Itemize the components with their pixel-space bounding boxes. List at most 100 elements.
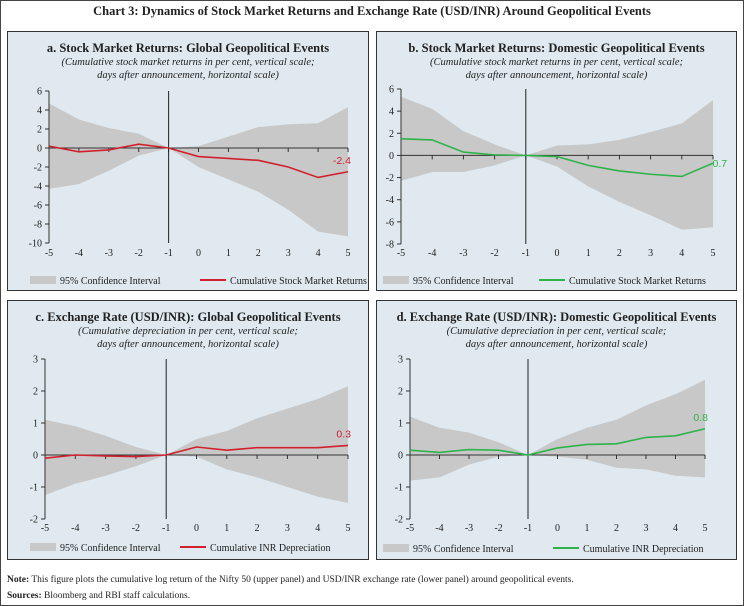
y-tick-label: -4 (386, 195, 394, 206)
x-tick-label: -2 (490, 248, 498, 259)
legend-label: 95% Confidence Interval (413, 276, 514, 287)
x-tick-label: 1 (585, 523, 590, 534)
y-tick-label: -6 (386, 217, 394, 228)
y-tick-label: -2 (395, 515, 403, 526)
x-tick-label: 4 (679, 248, 684, 259)
x-tick-label: -5 (406, 523, 414, 534)
confidence-band (401, 96, 713, 230)
y-tick-label: -2 (30, 515, 38, 526)
end-value-label: 0.3 (336, 428, 351, 440)
legend-band-swatch (30, 276, 56, 284)
legend-label: 95% Confidence Interval (60, 543, 161, 554)
x-tick-label: -1 (162, 523, 170, 534)
y-tick-label: -4 (34, 182, 42, 193)
x-tick-label: 5 (346, 523, 351, 534)
panel-title: d. Exchange Rate (USD/INR): Domestic Geo… (396, 310, 717, 324)
x-tick-label: 0 (194, 523, 199, 534)
x-tick-label: -4 (428, 248, 436, 259)
legend-label: 95% Confidence Interval (60, 276, 161, 287)
panel-subtitle: (Cumulative depreciation in per cent, ve… (446, 326, 667, 350)
x-tick-label: 1 (224, 523, 229, 534)
x-tick-label: 4 (316, 248, 321, 259)
y-tick-label: 2 (389, 129, 394, 140)
x-tick-label: 5 (703, 523, 708, 534)
legend-label: Cumulative Stock Market Returns (569, 276, 706, 287)
x-tick-label: -5 (397, 248, 405, 259)
x-tick-label: -3 (459, 248, 467, 259)
y-tick-label: -2 (386, 173, 394, 184)
x-tick-label: -5 (41, 523, 49, 534)
y-tick-label: 6 (37, 87, 42, 98)
x-tick-label: -1 (522, 248, 530, 259)
panel-subtitle: (Cumulative stock market returns in per … (430, 57, 683, 81)
y-tick-label: 4 (37, 106, 42, 117)
x-tick-label: 4 (315, 523, 320, 534)
x-tick-label: 3 (285, 523, 290, 534)
y-tick-label: 0 (398, 451, 403, 462)
y-tick-label: -1 (30, 483, 38, 494)
y-tick-label: 2 (33, 387, 38, 398)
end-value-label: -2.4 (333, 155, 351, 167)
y-tick-label: -1 (395, 483, 403, 494)
panel-c: c. Exchange Rate (USD/INR): Global Geopo… (7, 300, 369, 560)
y-tick-label: -8 (34, 220, 42, 231)
confidence-band (410, 379, 705, 481)
x-tick-label: 3 (648, 248, 653, 259)
x-tick-label: -4 (71, 523, 79, 534)
sources: Sources: Bloomberg and RBI staff calcula… (7, 591, 191, 601)
x-tick-label: 0 (555, 523, 560, 534)
series-line (409, 427, 706, 456)
legend-label: Cumulative Stock Market Returns (230, 276, 367, 287)
y-tick-label: -10 (29, 239, 42, 250)
x-tick-label: -1 (164, 248, 172, 259)
chart-svg: 6 4 2 0 -2 -4 -6 -8-5 -4 -3 -2 -1 0 1 2 3 4 5 -0.7 95% Conf… (383, 85, 727, 287)
panel-subtitle: (Cumulative stock market returns in per … (61, 57, 315, 81)
legend-band-swatch (383, 544, 409, 552)
y-tick-label: 4 (389, 107, 394, 118)
note: Note: This figure plots the cumulative l… (7, 575, 574, 585)
y-tick-label: 2 (398, 387, 403, 398)
y-tick-label: 1 (398, 419, 403, 430)
x-tick-label: -1 (524, 523, 532, 534)
y-tick-label: 0 (37, 144, 42, 155)
x-tick-label: 2 (255, 523, 260, 534)
x-tick-label: 3 (286, 248, 291, 259)
x-tick-label: 0 (196, 248, 201, 259)
x-tick-label: -5 (45, 248, 53, 259)
x-tick-label: -2 (132, 523, 140, 534)
legend-label: Cumulative INR Depreciation (210, 543, 331, 554)
panel-a: a. Stock Market Returns: Global Geopolit… (7, 31, 369, 291)
y-tick-label: 0 (389, 151, 394, 162)
legend-band-swatch (383, 276, 409, 284)
y-tick-label: 1 (33, 419, 38, 430)
x-tick-label: 2 (256, 248, 261, 259)
panel-b: b. Stock Market Returns: Domestic Geopol… (376, 31, 737, 291)
x-tick-label: 5 (346, 248, 351, 259)
panel-title: b. Stock Market Returns: Domestic Geopol… (408, 41, 705, 55)
y-tick-label: 6 (389, 85, 394, 96)
x-tick-label: -2 (135, 248, 143, 259)
y-tick-label: 2 (37, 125, 42, 136)
series-line (48, 143, 349, 179)
x-tick-label: 2 (614, 523, 619, 534)
panel-title: c. Exchange Rate (USD/INR): Global Geopo… (35, 310, 341, 324)
y-tick-label: 3 (398, 355, 403, 366)
main-title: Chart 3: Dynamics of Stock Market Return… (93, 4, 651, 18)
confidence-band (45, 386, 348, 503)
x-tick-label: -3 (105, 248, 113, 259)
end-value-label: 0.8 (693, 412, 708, 424)
series-line (400, 138, 714, 178)
panel-subtitle: (Cumulative depreciation in per cent, ve… (78, 326, 298, 350)
x-tick-label: -3 (465, 523, 473, 534)
legend-band-swatch (30, 543, 56, 551)
y-tick-label: -8 (386, 240, 394, 251)
x-tick-label: 4 (673, 523, 678, 534)
series-line (44, 444, 349, 459)
legend-label: Cumulative INR Depreciation (583, 544, 704, 555)
panel-d: d. Exchange Rate (USD/INR): Domestic Geo… (376, 300, 737, 560)
y-tick-label: -2 (34, 163, 42, 174)
confidence-band (49, 103, 348, 237)
